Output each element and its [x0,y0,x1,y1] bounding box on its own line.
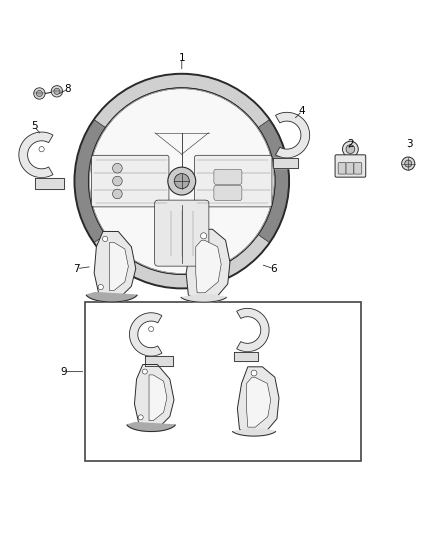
Circle shape [51,86,63,97]
Circle shape [34,88,45,99]
Polygon shape [276,112,310,158]
Polygon shape [247,377,271,427]
Text: 2: 2 [347,139,354,149]
Circle shape [36,91,42,96]
Circle shape [138,415,143,420]
Circle shape [201,233,207,239]
FancyBboxPatch shape [354,163,362,174]
Text: 4: 4 [299,106,306,116]
Polygon shape [94,235,270,288]
Circle shape [346,145,355,154]
FancyBboxPatch shape [214,169,242,184]
FancyBboxPatch shape [338,163,346,174]
Polygon shape [19,132,53,177]
Polygon shape [273,158,298,167]
Polygon shape [181,295,226,302]
Polygon shape [186,229,230,302]
FancyBboxPatch shape [194,155,272,207]
FancyBboxPatch shape [92,155,169,207]
Circle shape [89,89,274,273]
Polygon shape [237,367,279,435]
Circle shape [113,189,122,199]
Circle shape [113,164,122,173]
Circle shape [54,88,60,94]
Polygon shape [233,429,276,436]
FancyBboxPatch shape [155,200,209,266]
FancyBboxPatch shape [335,155,366,177]
Bar [85,302,361,462]
Polygon shape [134,365,174,429]
Text: 3: 3 [406,139,413,149]
Polygon shape [196,240,221,293]
Polygon shape [86,293,137,302]
Circle shape [102,236,108,241]
Text: 7: 7 [73,264,80,273]
Polygon shape [237,309,269,352]
Polygon shape [149,375,167,421]
Circle shape [405,160,412,167]
Polygon shape [145,356,173,366]
Polygon shape [94,74,270,127]
Polygon shape [94,231,136,300]
Circle shape [174,174,189,189]
Text: 1: 1 [178,53,185,63]
Polygon shape [258,119,289,243]
Polygon shape [234,352,258,361]
Circle shape [142,369,147,374]
Circle shape [148,327,154,332]
Circle shape [39,147,44,152]
Circle shape [343,141,358,157]
Circle shape [168,167,196,195]
Polygon shape [74,119,105,243]
Circle shape [113,176,122,186]
Circle shape [251,370,257,376]
Circle shape [402,157,415,170]
Text: 5: 5 [31,122,38,131]
FancyBboxPatch shape [346,163,354,174]
Polygon shape [35,177,64,189]
Polygon shape [127,423,175,432]
FancyBboxPatch shape [214,185,242,200]
Circle shape [98,285,103,290]
Text: 9: 9 [60,367,67,377]
Text: 8: 8 [64,84,71,94]
Text: 6: 6 [270,264,277,273]
Polygon shape [110,243,128,290]
Polygon shape [130,313,162,356]
